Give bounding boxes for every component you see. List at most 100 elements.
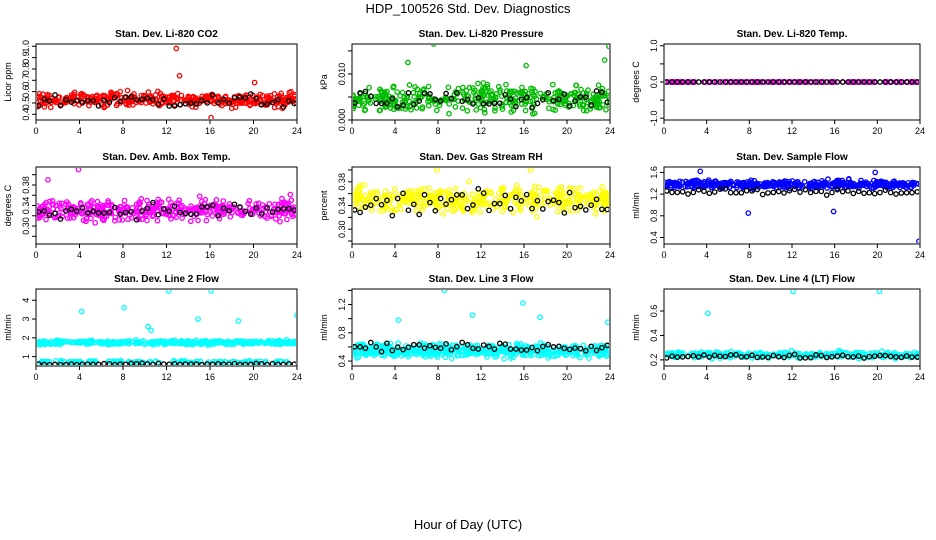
- hourly-mean-point: [389, 212, 396, 219]
- hourly-mean-point: [464, 341, 471, 348]
- hourly-mean-point: [285, 205, 292, 212]
- hourly-mean-point: [128, 93, 135, 100]
- data-point: [382, 202, 388, 209]
- hourly-mean-point: [523, 191, 530, 198]
- data-point: [901, 180, 907, 187]
- hourly-mean-point: [209, 92, 216, 98]
- hourly-mean-point: [502, 192, 509, 199]
- data-point: [144, 217, 150, 224]
- hourly-mean-point: [41, 361, 48, 365]
- data-point: [124, 87, 131, 94]
- hourly-mean-point: [733, 351, 739, 358]
- y-tick-label: 0.38: [337, 173, 347, 191]
- y-tick-label: 0.34: [337, 197, 347, 215]
- hourly-mean-point: [475, 185, 482, 192]
- y-tick-label: 0.8: [21, 63, 31, 76]
- hourly-mean-point: [84, 361, 91, 365]
- data-point: [199, 198, 205, 205]
- hourly-mean-point: [701, 188, 707, 195]
- hourly-mean-point: [353, 343, 358, 350]
- x-tick-label: 4: [704, 126, 709, 136]
- hourly-mean-point: [556, 199, 562, 206]
- hourly-mean-point: [122, 209, 129, 216]
- hourly-mean-point: [599, 344, 605, 351]
- data-point: [510, 107, 517, 114]
- data-point: [820, 79, 827, 85]
- hourly-mean-point: [269, 360, 276, 365]
- hourly-mean-point: [839, 352, 846, 359]
- data-point: [869, 79, 876, 85]
- data-points: [37, 168, 296, 226]
- y-tick-label: 0.4: [649, 329, 659, 342]
- data-point: [112, 214, 119, 221]
- data-point: [41, 340, 47, 347]
- data-point: [547, 352, 553, 359]
- data-point: [252, 100, 259, 107]
- hourly-mean-point: [41, 96, 48, 103]
- data-point: [217, 339, 224, 345]
- data-point: [858, 79, 865, 85]
- hourly-mean-point: [882, 79, 889, 85]
- data-point: [413, 105, 420, 111]
- hourly-mean-point: [727, 352, 734, 358]
- data-point: [868, 180, 875, 187]
- outlier-point: [537, 314, 543, 321]
- hourly-mean-point: [155, 360, 162, 365]
- x-tick-label: 16: [830, 250, 840, 260]
- hourly-mean-point: [733, 79, 739, 85]
- hourly-mean-point: [209, 361, 216, 365]
- hourly-mean-point: [604, 342, 609, 349]
- hourly-mean-point: [231, 95, 238, 101]
- y-tick-label: 1.2: [649, 188, 659, 201]
- data-point: [576, 101, 583, 108]
- data-point: [836, 177, 842, 184]
- hourly-mean-point: [416, 211, 423, 218]
- data-point: [522, 107, 529, 114]
- data-point: [574, 352, 581, 359]
- hourly-mean-point: [37, 209, 42, 215]
- data-point: [41, 103, 48, 110]
- data-point: [722, 350, 728, 357]
- hourly-mean-point: [834, 353, 841, 359]
- x-tick-label: 0: [661, 126, 666, 136]
- data-point: [435, 190, 441, 197]
- hourly-mean-point: [834, 79, 841, 85]
- x-tick-label: 16: [830, 126, 840, 136]
- hourly-mean-point: [486, 207, 492, 214]
- hourly-mean-point: [285, 360, 292, 365]
- hourly-mean-point: [166, 103, 173, 109]
- data-point: [399, 99, 406, 106]
- hourly-mean-point: [362, 88, 369, 95]
- outlier-point: [704, 310, 711, 317]
- hourly-mean-point: [427, 342, 433, 349]
- hourly-mean-point: [253, 95, 260, 102]
- data-point: [78, 93, 85, 100]
- data-point: [166, 206, 173, 212]
- hourly-mean-point: [166, 361, 173, 365]
- data-point: [559, 191, 565, 198]
- data-point: [499, 106, 506, 112]
- data-point: [473, 107, 480, 113]
- hourly-mean-point: [258, 101, 265, 108]
- data-point: [510, 209, 517, 216]
- outlier-point: [434, 168, 440, 173]
- data-point: [63, 201, 69, 208]
- data-point: [63, 99, 69, 106]
- x-tick-label: 0: [661, 372, 666, 382]
- data-point: [391, 186, 398, 193]
- hourly-mean-point: [593, 88, 600, 94]
- data-point: [116, 217, 123, 223]
- hourly-mean-point: [786, 187, 793, 194]
- hourly-mean-point: [823, 79, 830, 85]
- y-tick-label: 0.4: [337, 355, 347, 368]
- hourly-mean-point: [453, 90, 460, 96]
- hourly-mean-point: [582, 347, 589, 354]
- outlier-point: [431, 45, 437, 47]
- hourly-mean-point: [150, 361, 156, 365]
- x-tick-label: 4: [77, 126, 82, 136]
- hourly-mean-point: [518, 347, 525, 353]
- hourly-mean-point: [421, 90, 428, 97]
- data-point: [836, 347, 842, 354]
- data-point: [555, 88, 562, 94]
